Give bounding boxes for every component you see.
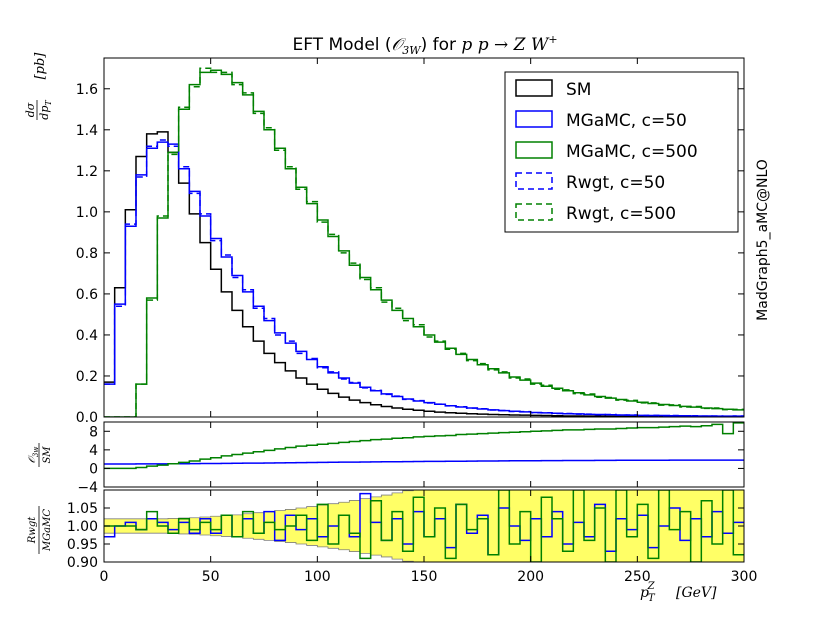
ratio-sm-plot-area <box>104 422 744 487</box>
y-tick-label: 1.0 <box>76 205 98 221</box>
main-ylabel-denominator: dpT <box>38 100 53 120</box>
y-tick-label: 0.6 <box>76 287 98 303</box>
y-tick-label: 0.2 <box>76 369 98 385</box>
ratio-sm-ylabel-numerator: 𝒪3w <box>27 447 40 464</box>
y-tick-label: 1.05 <box>67 501 98 517</box>
x-tick-label: 100 <box>304 569 331 585</box>
y-tick-label: 0.4 <box>76 328 98 344</box>
y-tick-label: 0.0 <box>76 410 98 426</box>
x-tick-label: 0 <box>100 569 109 585</box>
main-y-axis-label: dσ dpT [pb] <box>24 52 53 120</box>
legend-box <box>504 71 739 233</box>
ratio-sm-ylabel-denominator: SM <box>42 446 53 464</box>
ratio-sm-y-axis-label: 𝒪3w SM <box>27 443 53 467</box>
legend-swatch <box>515 141 553 159</box>
generator-side-label: MadGraph5_aMC@NLO <box>755 159 771 321</box>
y-tick-label: 1.2 <box>76 164 98 180</box>
x-tick-label: 250 <box>624 569 651 585</box>
ratio-rwgt-ylabel-numerator: Rwgt <box>27 516 38 544</box>
main-plot-frame <box>103 57 745 418</box>
ticks-layer: 0.0 0.2 0.4 0.6 0.8 1.0 1.2 1.4 1.6 −4 0 4 8 0.90 0.95… <box>67 58 758 585</box>
y-tick-label: 0.8 <box>76 246 98 262</box>
x-axis-unit: [GeV] <box>676 585 717 601</box>
legend: SM MGaMC, c=50 MGaMC, c=500 Rwgt, c=50 Rwgt,… <box>504 71 739 233</box>
x-tick-label: 200 <box>517 569 544 585</box>
ratio-sm-series-layer <box>104 422 744 470</box>
x-axis-label: pTZ <box>640 581 656 604</box>
y-tick-label: −4 <box>77 480 98 496</box>
y-tick-label: 0 <box>89 461 98 477</box>
main-ylabel-unit: [pb] <box>33 52 48 80</box>
y-tick-label: 0.95 <box>67 537 98 553</box>
legend-items: SM MGaMC, c=50 MGaMC, c=500 Rwgt, c=50 Rwgt,… <box>515 79 698 224</box>
main-ylabel-numerator: dσ <box>24 102 37 117</box>
legend-swatch <box>515 79 553 97</box>
legend-label: SM <box>566 80 591 100</box>
y-tick-label: 0.90 <box>67 555 98 571</box>
y-tick-label: 4 <box>89 443 98 459</box>
x-tick-label: 300 <box>731 569 758 585</box>
legend-swatch <box>515 110 553 128</box>
y-tick-label: 8 <box>89 424 98 440</box>
legend-swatch <box>515 172 553 190</box>
series-line-main-0 <box>104 131 744 417</box>
ratio-rwgt-series-layer <box>104 490 744 562</box>
x-tick-label: 50 <box>202 569 220 585</box>
series-line-main-4 <box>104 67 744 417</box>
ratio-sm-plot-frame <box>103 421 745 488</box>
legend-label: MGaMC, c=500 <box>566 142 698 162</box>
series-line-ratio_rwgt-1 <box>104 490 744 562</box>
y-tick-label: 1.00 <box>67 519 98 535</box>
legend-label: Rwgt, c=500 <box>566 204 676 224</box>
chart-title: EFT Model (𝒪3W) for p p → Z W+ <box>292 33 557 57</box>
legend-swatch <box>515 203 553 221</box>
ratio-rwgt-y-axis-label: Rwgt MGaMC <box>27 506 53 554</box>
legend-label: Rwgt, c=50 <box>566 173 665 193</box>
x-tick-label: 150 <box>411 569 438 585</box>
legend-label: MGaMC, c=50 <box>566 111 687 131</box>
y-tick-label: 1.6 <box>76 82 98 98</box>
ratio-rwgt-plot-frame <box>103 489 745 563</box>
series-line-ratio_sm-0 <box>104 459 744 465</box>
y-tick-label: 1.4 <box>76 123 98 139</box>
series-line-ratio_sm-1 <box>104 422 744 470</box>
ratio-rwgt-ylabel-denominator: MGaMC <box>42 509 53 552</box>
